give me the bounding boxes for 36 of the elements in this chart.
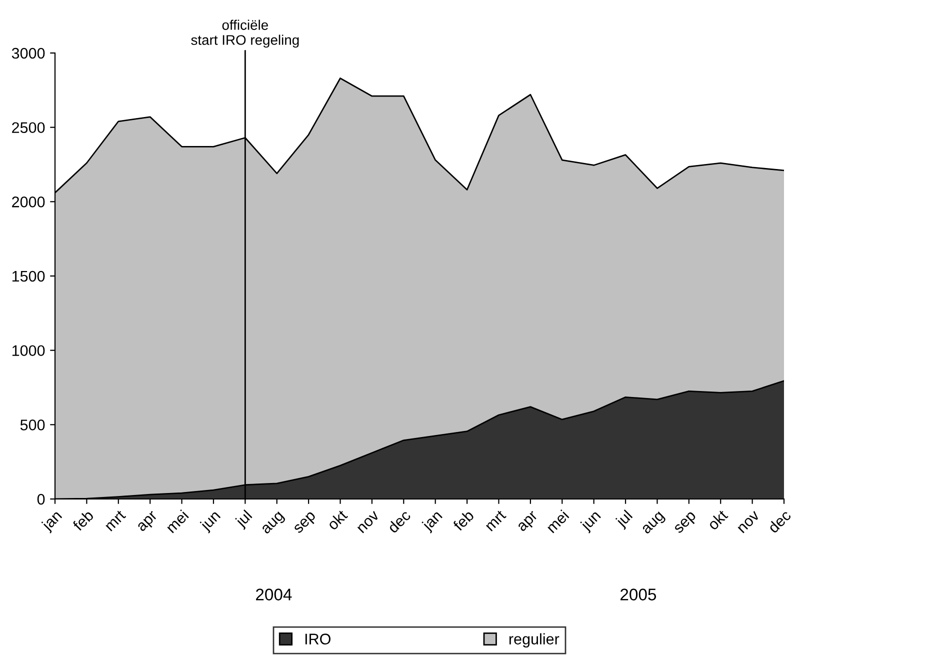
x-tick-label: feb	[452, 509, 475, 532]
x-tick-label: okt	[706, 508, 728, 531]
text: 2004	[256, 588, 292, 600]
x-tick-label: jan	[40, 509, 64, 534]
legend-label: regulier	[509, 633, 560, 648]
x-tick-label: aug	[261, 511, 286, 536]
x-tick-label: jul	[234, 509, 255, 530]
x-tick-label: mrt	[484, 510, 507, 532]
y-tick-label: 3000	[12, 48, 45, 59]
x-tick-label: nov	[357, 510, 380, 534]
x-tick-label: aug	[642, 511, 667, 536]
x-tick-label: sep	[293, 511, 318, 536]
y-tick-label: 2000	[12, 196, 45, 208]
x-tick-label: mei	[165, 509, 189, 534]
x-tick-label: mrt	[104, 510, 126, 532]
x-tick-label: okt	[326, 508, 348, 531]
x-tick-label: jan	[420, 509, 445, 534]
ref-line-label: officiële start IRO regeling	[191, 20, 299, 48]
y-tick-label: 1500	[12, 270, 45, 282]
y-tick-label: 1000	[12, 345, 45, 356]
x-tick-label: jul	[614, 509, 635, 530]
x-tick-label: apr	[517, 510, 540, 534]
x-tick-label: dec	[767, 509, 792, 534]
x-tick-label: nov	[738, 510, 760, 534]
x-tick-label: apr	[136, 510, 160, 534]
text: 2005	[620, 588, 656, 600]
x-tick-label: jun	[198, 509, 223, 534]
y-tick-label: 500	[20, 420, 45, 430]
y-tick-label: 0	[37, 494, 45, 505]
x-tick-label: jun	[579, 509, 604, 534]
legend-label: IRO	[305, 634, 330, 644]
x-tick-label: mei	[545, 509, 570, 534]
x-tick-label: dec	[386, 509, 412, 534]
x-tick-label: sep	[674, 511, 699, 536]
y-tick-label: 2500	[12, 122, 45, 134]
x-tick-label: feb	[72, 509, 94, 532]
